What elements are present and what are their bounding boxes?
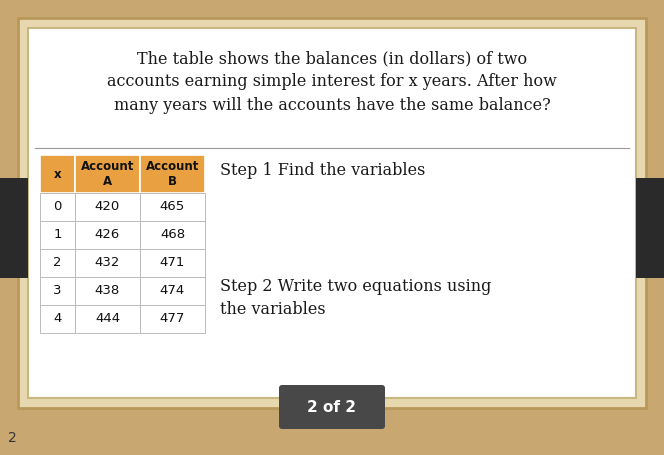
Text: 420: 420 (95, 201, 120, 213)
Text: 468: 468 (160, 228, 185, 242)
Text: 432: 432 (95, 257, 120, 269)
Bar (18, 18, 646, 408)
Text: 474: 474 (160, 284, 185, 298)
Bar (140, 193, 205, 221)
Bar (75, 221, 140, 249)
Bar (75, 193, 140, 221)
Text: 2 of 2: 2 of 2 (307, 399, 357, 415)
Text: 426: 426 (95, 228, 120, 242)
Bar (40, 249, 75, 277)
Bar (40, 277, 75, 305)
Text: 444: 444 (95, 313, 120, 325)
Bar (140, 155, 205, 193)
Bar (40, 221, 75, 249)
Bar (636, 178, 664, 278)
Text: 438: 438 (95, 284, 120, 298)
Bar (140, 277, 205, 305)
Text: 4: 4 (53, 313, 62, 325)
Bar (40, 305, 75, 333)
Text: 471: 471 (160, 257, 185, 269)
Bar (140, 221, 205, 249)
Text: The table shows the balances (in dollars) of two
accounts earning simple interes: The table shows the balances (in dollars… (107, 50, 557, 114)
Text: Account
B: Account B (146, 160, 199, 188)
Text: x: x (54, 167, 61, 181)
Text: 2: 2 (8, 431, 17, 445)
Text: 3: 3 (53, 284, 62, 298)
Bar (75, 249, 140, 277)
Bar (75, 305, 140, 333)
Text: 465: 465 (160, 201, 185, 213)
FancyBboxPatch shape (279, 385, 385, 429)
Bar (75, 277, 140, 305)
Text: 477: 477 (160, 313, 185, 325)
Bar (140, 305, 205, 333)
Text: Step 1 Find the variables: Step 1 Find the variables (220, 162, 426, 179)
Bar (0, 178, 28, 278)
Bar (28, 28, 636, 398)
Text: Step 2 Write two equations using
the variables: Step 2 Write two equations using the var… (220, 278, 491, 318)
Text: 0: 0 (53, 201, 62, 213)
Text: 1: 1 (53, 228, 62, 242)
Bar (40, 193, 75, 221)
Bar (140, 249, 205, 277)
Text: 2: 2 (53, 257, 62, 269)
Text: Account
A: Account A (81, 160, 134, 188)
Bar (40, 155, 75, 193)
Bar (75, 155, 140, 193)
